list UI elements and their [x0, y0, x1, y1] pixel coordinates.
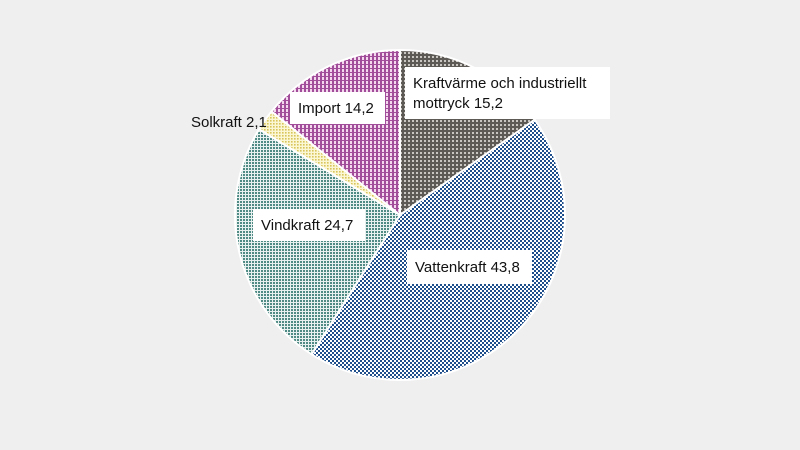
pie-label-kraftvärme: Kraftvärme och industriellt mottryck 15,2 — [405, 67, 610, 119]
pie-slice-vindkraft — [234, 127, 402, 356]
pie-label-vattenkraft: Vattenkraft 43,8 — [407, 250, 532, 284]
pie-slice-vattenkraft — [310, 118, 566, 381]
pie-label-text: Vattenkraft 43,8 — [415, 259, 520, 276]
pie-label-vindkraft: Vindkraft 24,7 — [253, 209, 365, 241]
pie-label-text: Import 14,2 — [298, 100, 374, 117]
pie-slice-import — [270, 48, 401, 218]
pie-label-import: Import 14,2 — [290, 92, 385, 124]
pie-label-text: Vindkraft 24,7 — [261, 217, 353, 234]
pie-labels: Kraftvärme och industriellt mottryck 15,2… — [191, 67, 610, 284]
pie-label-text: Kraftvärme och industriellt — [413, 75, 587, 92]
pie-label-text: Solkraft 2,1 — [191, 114, 267, 131]
pie-label-solkraft: Solkraft 2,1 — [191, 114, 267, 131]
pie-label-text: mottryck 15,2 — [413, 95, 503, 112]
